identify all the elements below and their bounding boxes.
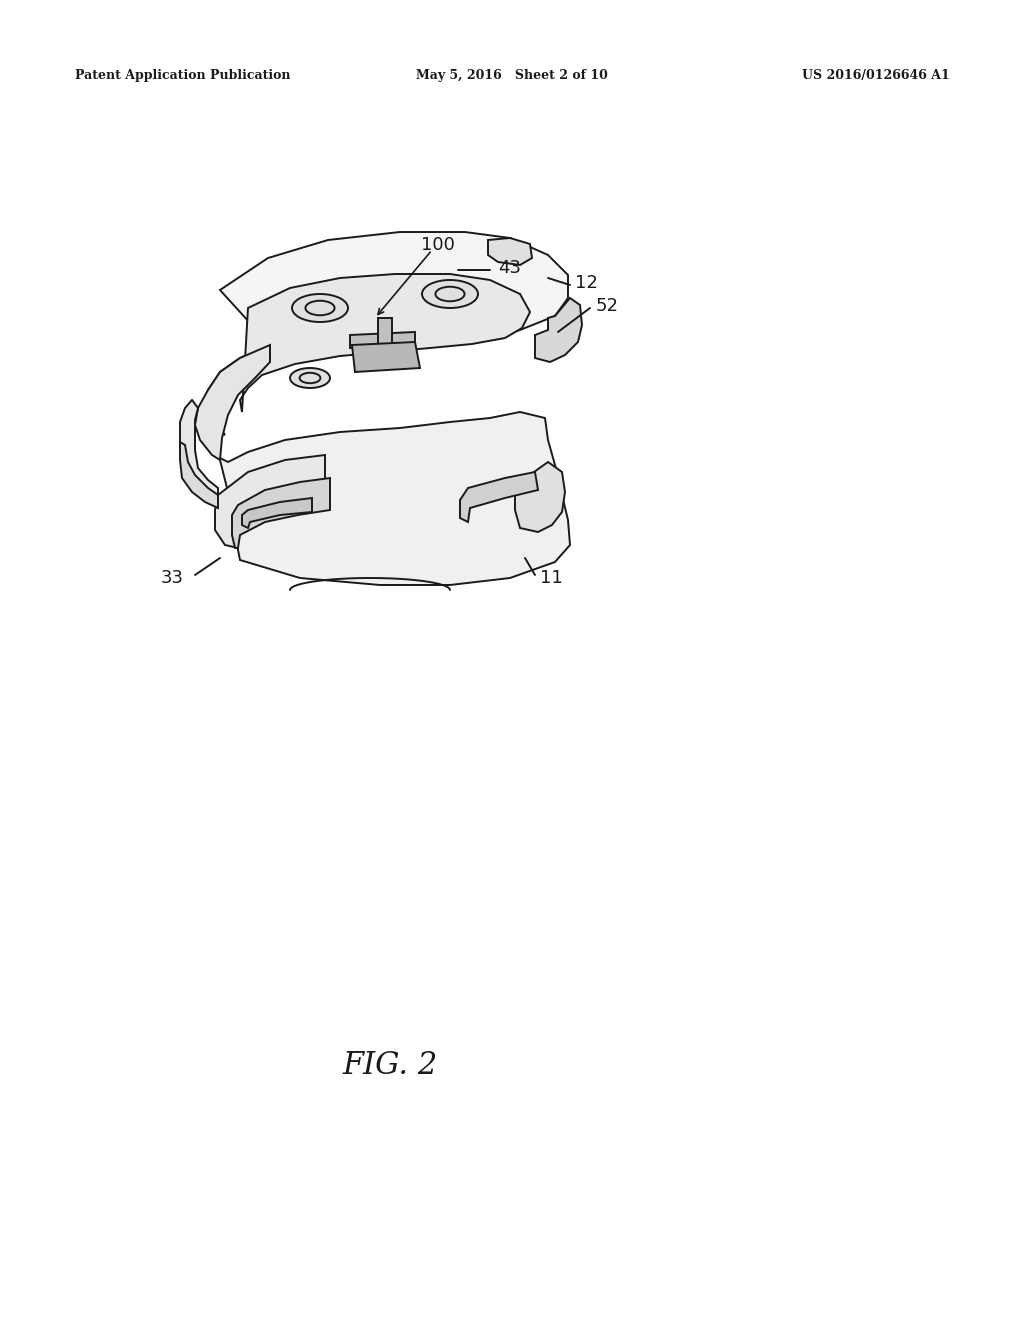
- Polygon shape: [215, 412, 570, 585]
- Text: 11: 11: [540, 569, 563, 587]
- Polygon shape: [232, 478, 330, 548]
- Polygon shape: [180, 442, 218, 508]
- Text: 12: 12: [575, 275, 598, 292]
- Text: Patent Application Publication: Patent Application Publication: [75, 69, 291, 82]
- Polygon shape: [350, 333, 415, 348]
- Polygon shape: [460, 473, 538, 521]
- Text: US 2016/0126646 A1: US 2016/0126646 A1: [802, 69, 950, 82]
- Text: 33: 33: [161, 569, 184, 587]
- Ellipse shape: [300, 372, 321, 383]
- Polygon shape: [378, 318, 392, 364]
- Polygon shape: [515, 462, 565, 532]
- Ellipse shape: [292, 294, 348, 322]
- Ellipse shape: [362, 347, 407, 370]
- Ellipse shape: [290, 368, 330, 388]
- Text: 100: 100: [421, 236, 455, 253]
- Polygon shape: [202, 232, 568, 436]
- Polygon shape: [488, 238, 532, 265]
- Polygon shape: [215, 455, 325, 548]
- Polygon shape: [242, 498, 312, 528]
- Ellipse shape: [422, 280, 478, 308]
- Text: 43: 43: [498, 259, 521, 277]
- Ellipse shape: [435, 286, 465, 301]
- Polygon shape: [240, 275, 530, 412]
- Ellipse shape: [374, 352, 396, 364]
- Ellipse shape: [305, 301, 335, 315]
- Polygon shape: [352, 342, 420, 372]
- Text: FIG. 2: FIG. 2: [342, 1049, 437, 1081]
- Polygon shape: [535, 298, 582, 362]
- Polygon shape: [180, 400, 218, 495]
- Text: 52: 52: [596, 297, 618, 315]
- Polygon shape: [195, 345, 270, 459]
- Text: May 5, 2016   Sheet 2 of 10: May 5, 2016 Sheet 2 of 10: [416, 69, 608, 82]
